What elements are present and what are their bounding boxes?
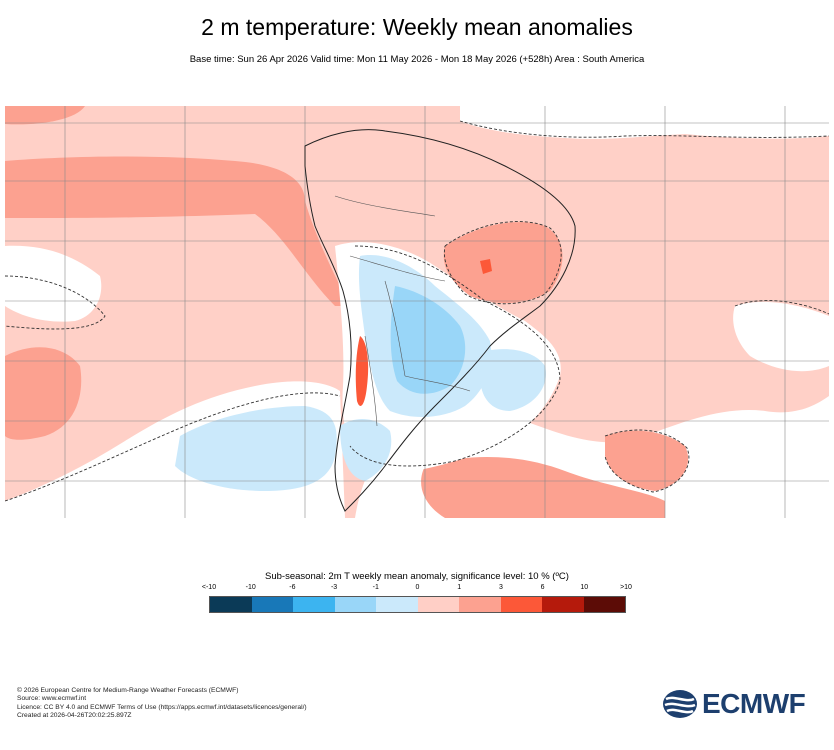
warm-core-brazil [480, 259, 492, 274]
colorbar-swatch [210, 597, 252, 612]
cold-region-patagonia [340, 419, 392, 481]
ecmwf-logo: ECMWF [662, 688, 822, 720]
warm-region-eastatlantic [733, 301, 829, 372]
colorbar-tick: -3 [330, 584, 338, 591]
colorbar-swatch [542, 597, 584, 612]
colorbar-tick: 10 [580, 584, 589, 591]
graticule [5, 106, 829, 518]
colorbar-swatch [500, 597, 542, 612]
copyright-text: © 2026 European Centre for Medium-Range … [17, 687, 239, 694]
colorbar-tick: 3 [498, 584, 503, 591]
warm-region-southeast-atlantic [605, 430, 689, 491]
colorbar-swatch [293, 597, 335, 612]
colorbar-tick: <-10 [201, 584, 217, 591]
warm-region-westpacific [5, 347, 82, 440]
ecmwf-logo-icon [663, 690, 697, 718]
colorbar-tick: 0 [415, 584, 420, 591]
neutral-region-west [5, 245, 102, 322]
colorbar-tick: 1 [457, 584, 462, 591]
colorbar-tick: -10 [245, 584, 256, 591]
ecmwf-logo-text: ECMWF [702, 688, 806, 719]
warm-region-andes [355, 336, 369, 406]
country-borders [334, 195, 471, 427]
neutral-region-caribbean [460, 106, 829, 139]
created-text: Created at 2026-04-26T20:02:25.897Z [17, 712, 132, 720]
colorbar-swatch [376, 597, 418, 612]
colorbar [209, 596, 626, 613]
colorbar-title: Sub-seasonal: 2m T weekly mean anomaly, … [265, 571, 569, 582]
cold-region-core [390, 286, 466, 394]
warm-region-brazil [443, 222, 563, 303]
licence-text: Licence: CC BY 4.0 and ECMWF Terms of Us… [17, 703, 307, 711]
source-text: Source: www.ecmwf.int [17, 695, 87, 703]
cold-region-south-pacific [175, 406, 337, 491]
colorbar-swatch [459, 597, 501, 612]
colorbar-swatch [417, 597, 459, 612]
cold-region-atlantic [480, 349, 546, 411]
colorbar-tick: >10 [620, 584, 632, 591]
footer: © 2026 European Centre for Medium-Range … [17, 687, 307, 721]
colorbar-swatch [334, 597, 376, 612]
colorbar-swatch [251, 597, 293, 612]
colorbar-tick: 6 [540, 584, 545, 591]
anomaly-map [5, 106, 829, 518]
chart-subtitle: Base time: Sun 26 Apr 2026 Valid time: M… [189, 54, 645, 65]
colorbar-tick: -1 [372, 584, 379, 591]
chart-title: 2 m temperature: Weekly mean anomalies [201, 14, 633, 40]
warm-region-southatlantic [421, 456, 665, 518]
significance-contours [5, 120, 829, 502]
coastline-south-america [304, 129, 576, 512]
colorbar-tick: -6 [289, 584, 296, 591]
colorbar-swatch [583, 597, 625, 612]
warm-region-pacific [5, 156, 350, 306]
